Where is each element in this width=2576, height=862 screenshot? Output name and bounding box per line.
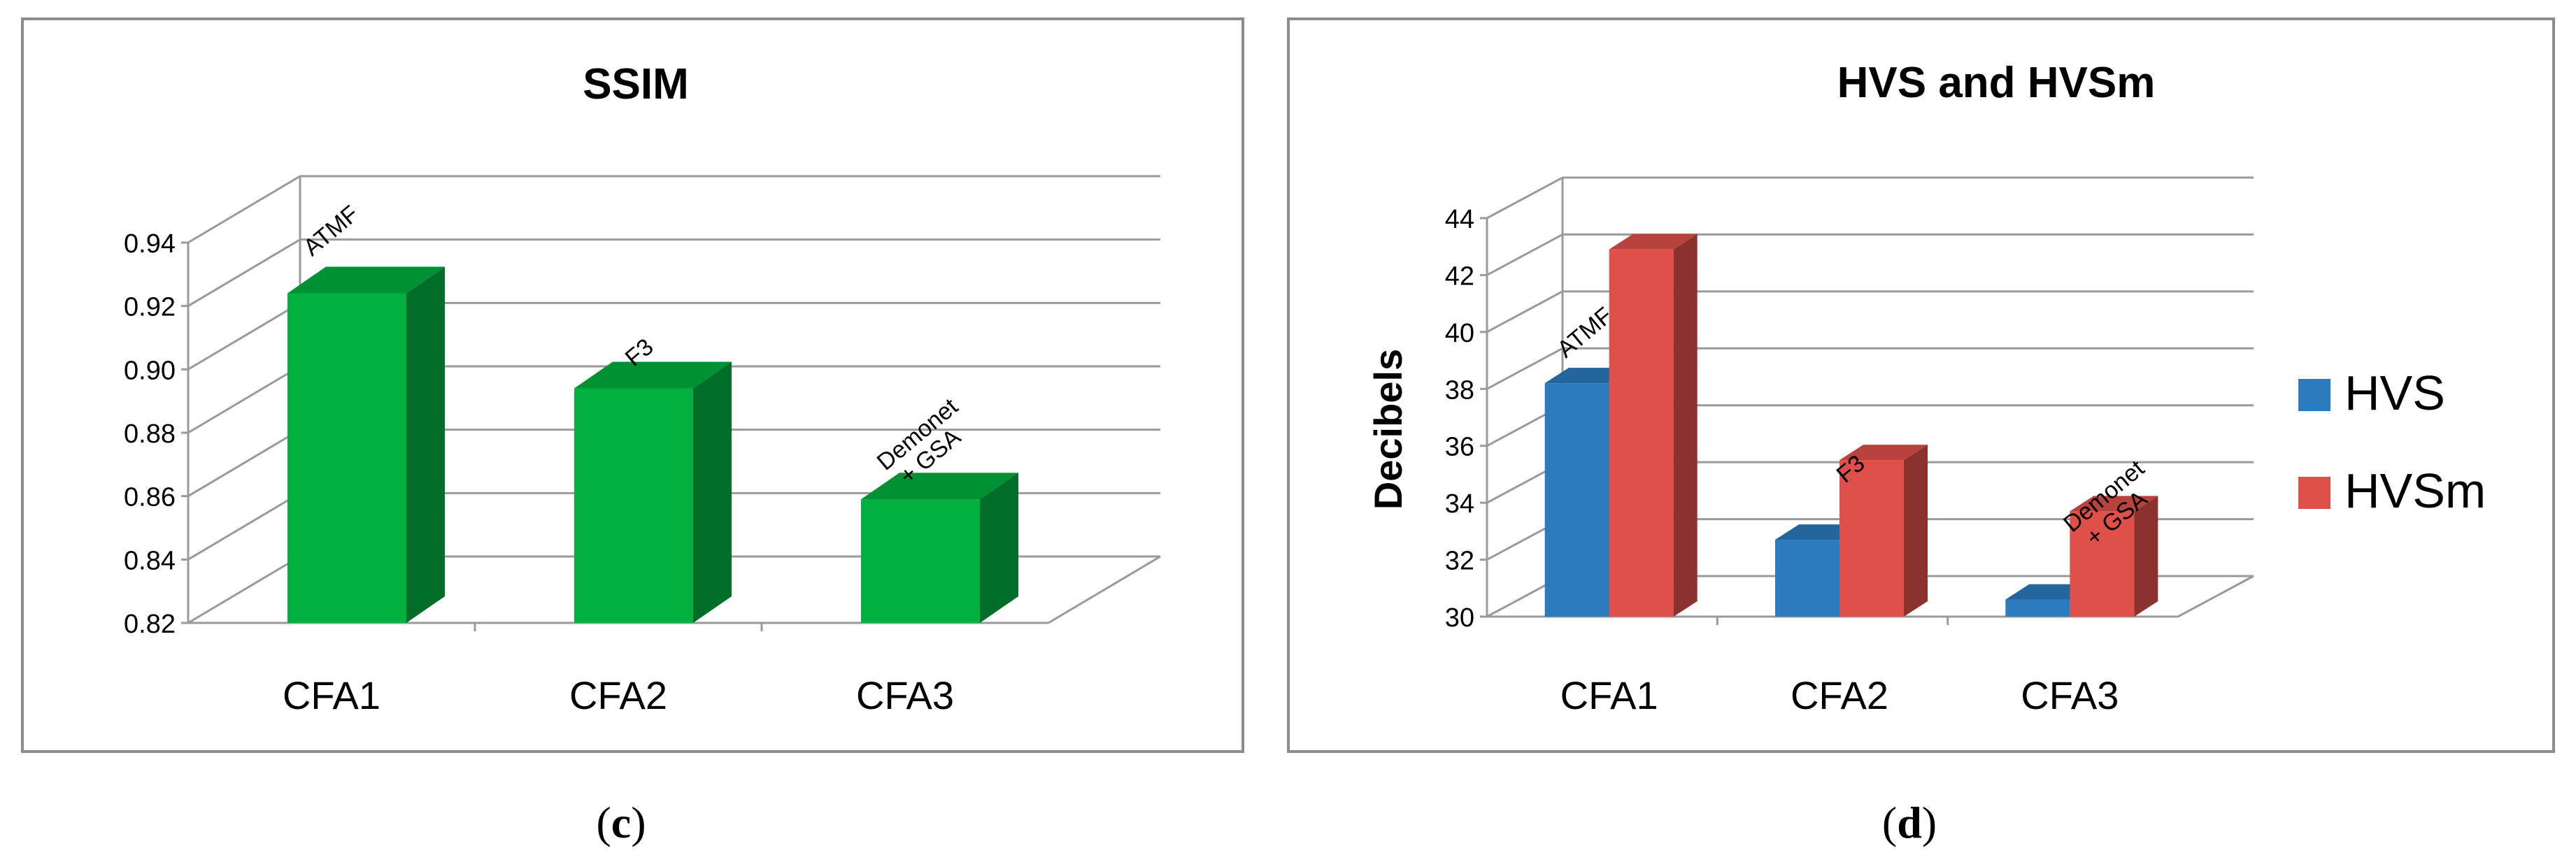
hvs-legend-swatch xyxy=(2298,379,2331,411)
hvs-y-tick-label: 34 xyxy=(1445,489,1474,519)
hvs-y-tick-label: 32 xyxy=(1445,547,1474,576)
hvs-bar xyxy=(2070,511,2135,617)
ssim-chart: SSIM 0.82 0.84 0.86 0.88 0.90 0.92 0.94 CFA1 ATMF… xyxy=(124,60,1161,717)
hvs-y-tick-label: 30 xyxy=(1445,603,1474,633)
hvs-bar xyxy=(1544,383,1609,617)
ssim-bar-top xyxy=(861,473,1018,500)
hvs-y-tick-label: 38 xyxy=(1445,375,1474,405)
ssim-y-tick-label: 0.84 xyxy=(124,546,176,575)
hvs-x-tick-label: CFA1 xyxy=(1560,673,1658,717)
hvs-y-tick-label: 44 xyxy=(1445,205,1474,234)
hvs-chart-panel: HVS and HVSm 30 32 34 36 38 40 42 44 CFA1 ATMF CFA2… xyxy=(1287,17,2555,753)
hvs-y-axis-label: Decibels xyxy=(1366,349,1410,510)
hvs-grid-diagonal xyxy=(1486,290,1563,333)
ssim-bar-top xyxy=(287,266,445,294)
caption-c: (c) xyxy=(596,798,646,847)
ssim-grid-diagonal xyxy=(187,365,301,434)
hvs-x-tick-label: CFA3 xyxy=(2021,673,2119,717)
hvs-legend-label: HVS xyxy=(2344,366,2445,420)
hvs-bar xyxy=(1609,249,1674,617)
ssim-bar-side xyxy=(980,473,1018,623)
ssim-y-tick-label: 0.90 xyxy=(124,356,176,385)
hvs-legend-label: HVSm xyxy=(2344,464,2486,518)
hvs-chart: HVS and HVSm3032343638404244CFA1ATMFCFA2… xyxy=(1366,59,2486,717)
hvs-bar xyxy=(1775,540,1840,617)
hvs-bar-top xyxy=(1840,445,1928,461)
hvs-legend-swatch xyxy=(2298,477,2331,509)
hvs-grid-diagonal xyxy=(1486,234,1563,276)
ssim-grid-diagonal xyxy=(187,302,301,371)
ssim-x-tick-label: CFA2 xyxy=(569,673,667,717)
ssim-grid-diagonal xyxy=(187,492,301,561)
hvs-x-tick-label: CFA2 xyxy=(1791,673,1888,717)
ssim-floor-edge xyxy=(1048,555,1161,624)
ssim-y-tick-label: 0.94 xyxy=(124,229,176,259)
ssim-x-tick-label: CFA1 xyxy=(283,673,380,717)
caption-d: (d) xyxy=(1881,798,1937,847)
hvs-bar xyxy=(1840,460,1904,617)
ssim-bar xyxy=(574,388,693,623)
hvs-floor-edge xyxy=(2177,575,2254,618)
hvs-bar-side xyxy=(1673,234,1698,617)
caption-c-letter: c xyxy=(611,798,632,847)
ssim-y-tick-label: 0.88 xyxy=(124,419,176,449)
caption-d-letter: d xyxy=(1897,798,1922,847)
ssim-bar-side xyxy=(406,266,445,623)
hvs-y-tick-label: 40 xyxy=(1445,319,1474,348)
ssim-chart-title: SSIM xyxy=(583,60,689,108)
ssim-y-tick-label: 0.86 xyxy=(124,483,176,512)
ssim-grid-diagonal xyxy=(187,429,301,497)
ssim-grid-diagonal xyxy=(187,238,301,307)
ssim-bar xyxy=(861,499,980,623)
hvs-grid-diagonal xyxy=(1486,176,1563,220)
ssim-bar-annotation-line: ATMF xyxy=(299,201,364,261)
hvs-bar xyxy=(2005,599,2070,617)
ssim-bar-annotation: ATMF xyxy=(299,201,364,261)
hvs-bar-top xyxy=(1609,234,1698,250)
ssim-bar-side xyxy=(693,361,732,623)
ssim-bar xyxy=(287,293,406,623)
ssim-grid-diagonal xyxy=(187,555,301,624)
ssim-y-tick-label: 0.82 xyxy=(124,610,176,639)
hvs-chart-title: HVS and HVSm xyxy=(1837,59,2156,107)
hvs-bar-side xyxy=(2134,496,2158,617)
hvs-bar-side xyxy=(1904,445,1928,617)
hvs-y-tick-label: 42 xyxy=(1445,261,1474,291)
hvs-grid-diagonal xyxy=(1486,347,1563,390)
ssim-x-tick-label: CFA3 xyxy=(856,673,954,717)
ssim-grid-diagonal xyxy=(187,175,301,244)
hvs-y-tick-label: 36 xyxy=(1445,433,1474,462)
hvs-bar-top xyxy=(2070,496,2158,512)
ssim-bar-top xyxy=(574,361,732,389)
ssim-y-tick-label: 0.92 xyxy=(124,293,176,322)
ssim-chart-panel: SSIM 0.82 0.84 0.86 0.88 0.90 0.92 0.94 CFA1 ATMF… xyxy=(21,17,1244,753)
